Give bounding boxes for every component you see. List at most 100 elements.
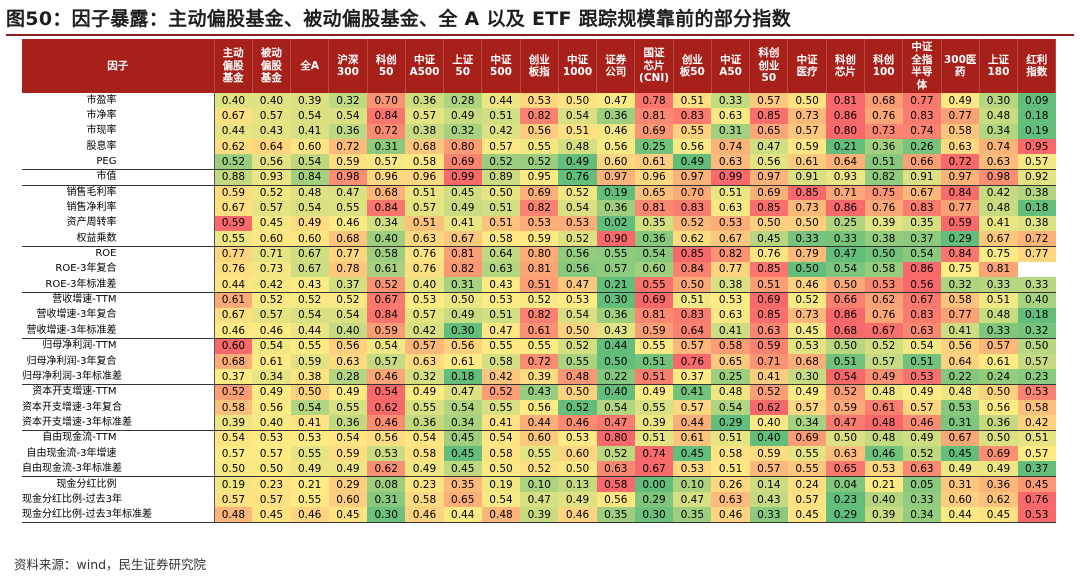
table-cell: 0.55 [405,399,444,416]
table-cell: 0.57 [787,491,827,508]
header-col-11: 国证 芯片 (CNI) [634,39,674,93]
row-factor-name: 销售净利率 [22,200,214,216]
header-col-21: 红利 指数 [1017,39,1057,93]
table-cell: 0.22 [941,369,980,385]
table-cell: 0.56 [252,399,291,416]
table-cell: 0.43 [252,123,291,140]
table-cell: 0.45 [328,507,368,524]
table-cell: 0.72 [367,123,406,140]
table-cell: 0.76 [213,261,253,278]
table-cell: 0.47 [443,384,482,400]
row-factor-name: 股息率 [22,139,214,155]
header-col-8: 创业 板指 [520,39,559,93]
table-cell: 0.29 [634,491,674,508]
table-cell: 0.55 [634,399,674,416]
table-cell: 0.63 [711,200,750,216]
table-cell: 0.55 [558,353,597,370]
table-cell: 0.68 [864,93,903,109]
table-cell: 0.55 [290,491,329,508]
table-cell: 0.72 [941,154,980,170]
table-cell: 0.59 [367,323,406,339]
table-cell: 0.41 [481,415,521,431]
table-cell: 0.54 [290,307,329,324]
row-factor-name: ROE-3年复合 [22,261,214,278]
table-cell: 0.52 [481,384,521,400]
table-cell: 0.55 [787,445,827,462]
table-cell: 0.84 [941,184,980,201]
table-cell: 0.58 [213,399,253,416]
table-cell: 0.49 [405,461,444,477]
table-row: 营收增速-3年复合 0.67 0.57 0.54 0.54 0.84 0.57 0.49 0.5… [22,307,1056,324]
table-cell: 0.81 [634,307,674,324]
table-cell: 0.53 [558,215,597,232]
table-cell: 0.56 [979,399,1018,416]
table-cell: 0.41 [749,369,788,385]
table-cell: 0.58 [941,123,980,140]
table-cell: 0.92 [1017,169,1056,186]
table-cell: 0.39 [290,93,329,109]
header-col-6: 上证 50 [443,39,483,93]
table-cell: 0.97 [749,169,788,186]
table-cell: 0.56 [596,491,635,508]
table-cell: 0.57 [787,399,827,416]
table-cell: 0.23 [405,476,444,492]
table-row: 自由现金流-3年标准差 0.50 0.50 0.49 0.49 0.62 0.49 0.45 0… [22,461,1056,477]
table-cell: 0.62 [673,231,712,247]
table-cell: 0.54 [290,108,329,124]
table-row: 市净率 0.67 0.57 0.54 0.54 0.84 0.57 0.49 0.51 0.82 0… [22,108,1056,124]
header-col-5: 中证 A500 [405,39,445,93]
table-cell: 0.83 [673,307,712,324]
table-cell: 0.62 [749,399,788,416]
header-col-13: 中证 A50 [711,39,751,93]
table-cell: 0.55 [481,399,521,416]
table-cell: 0.56 [673,139,712,155]
table-cell: 0.45 [252,215,291,232]
table-cell: 0.54 [290,154,329,170]
table-cell: 0.58 [405,445,444,462]
table-cell: 0.00 [634,476,674,492]
table-cell: 0.55 [673,123,712,140]
table-cell: 0.54 [290,200,329,216]
row-factor-name: 自由现金流-3年标准差 [22,461,214,477]
table-cell: 0.51 [864,154,903,170]
table-cell: 0.51 [979,291,1018,308]
table-cell: 0.47 [826,415,865,431]
table-cell: 0.74 [634,445,674,462]
table-cell: 0.80 [826,123,865,140]
table-cell: 0.89 [481,169,521,186]
table-cell: 0.33 [787,231,827,247]
table-cell: 0.33 [979,323,1018,339]
table-cell: 0.10 [520,476,559,492]
header-col-14: 科创 创业 50 [749,39,789,93]
table-cell: 0.50 [443,291,482,308]
table-cell: 0.24 [979,369,1018,385]
table-cell: 0.51 [711,461,750,477]
table-cell: 0.50 [481,461,521,477]
table-cell: 0.59 [941,215,980,232]
table-cell: 0.97 [673,169,712,186]
table-cell: 0.56 [941,337,980,354]
table-cell: 0.34 [902,507,942,524]
table-cell: 0.57 [596,261,635,278]
table-cell: 0.45 [252,507,291,524]
table-row: 市值 0.88 0.93 0.84 0.98 0.96 0.96 0.99 0.89 0.95 0.… [22,169,1056,186]
table-cell: 0.68 [328,231,368,247]
table-cell: 0.44 [481,93,521,109]
table-cell: 0.40 [864,491,903,508]
table-cell: 0.64 [481,245,521,262]
table-cell: 0.49 [941,461,980,477]
table-cell: 0.78 [634,93,674,109]
table-cell: 0.51 [481,307,521,324]
table-cell: 0.57 [405,108,444,124]
table-cell: 0.51 [405,184,444,201]
table-cell: 0.45 [787,323,827,339]
row-factor-name: 现金分红比例 [22,476,214,492]
table-cell: 0.34 [252,369,291,385]
table-cell: 0.63 [941,139,980,155]
table-cell: 0.80 [520,245,559,262]
table-cell: 0.36 [596,200,635,216]
table-cell: 0.68 [367,184,406,201]
table-cell: 0.57 [749,93,788,109]
table-cell: 0.36 [634,231,674,247]
table-cell: 0.60 [290,231,329,247]
